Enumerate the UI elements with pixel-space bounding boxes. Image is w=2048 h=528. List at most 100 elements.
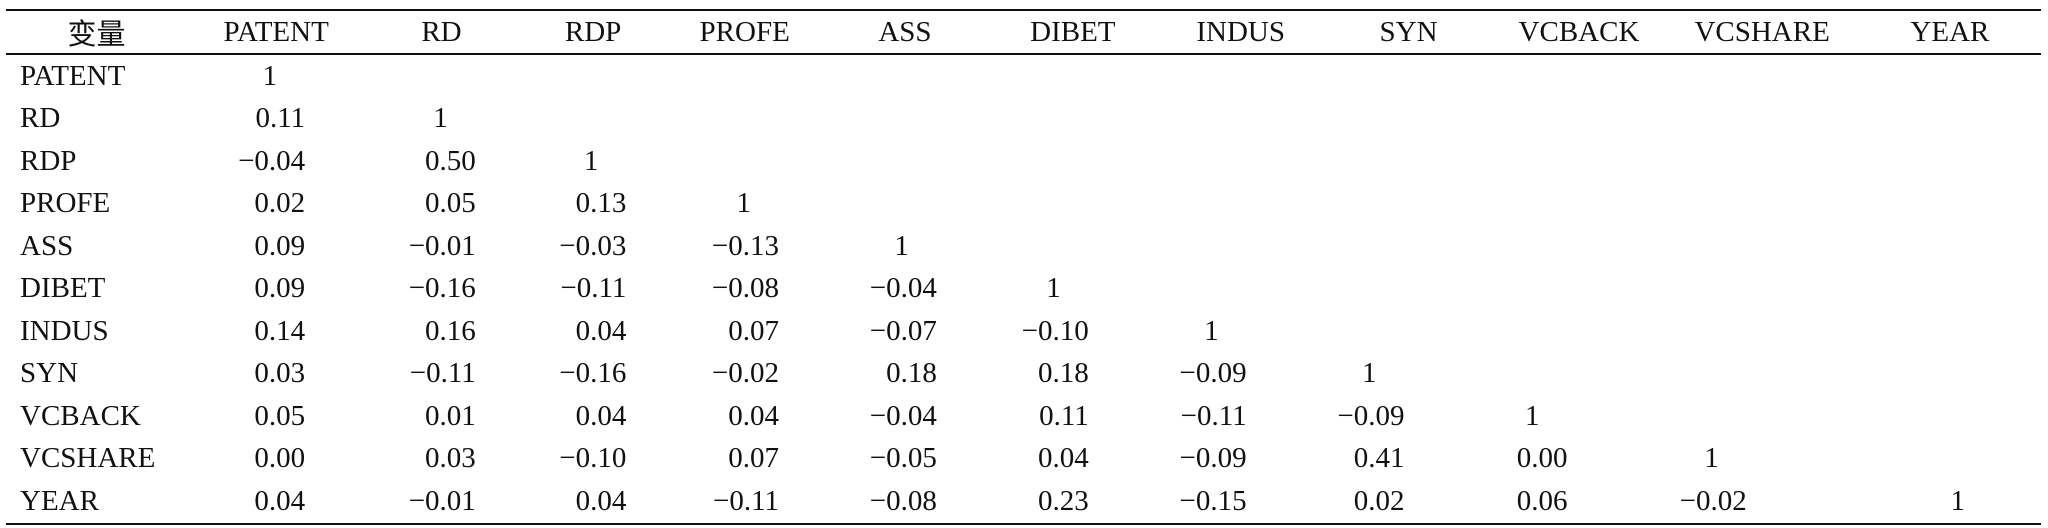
table-row: ASS 0.09 −0.01 −0.03 −0.13 1 — [6, 225, 2041, 268]
table-cell — [989, 225, 1157, 268]
table-cell: 0.04 — [518, 310, 669, 353]
column-header: PROFE — [668, 9, 821, 55]
table-cell — [1325, 54, 1493, 98]
table-row: INDUS 0.14 0.16 0.04 0.07 −0.07 −0.10 1 — [6, 310, 2041, 353]
table-cell — [1859, 268, 2041, 311]
row-label: DIBET — [20, 272, 106, 305]
correlation-value: 1 — [583, 144, 599, 177]
correlation-value: 0.05 — [425, 187, 476, 220]
table-cell — [1325, 98, 1493, 141]
table-cell: −0.01 — [365, 480, 518, 525]
table-cell: 0.03 — [187, 353, 365, 396]
column-header: YEAR — [1858, 9, 2041, 55]
table-cell: 0.18 — [821, 353, 989, 396]
row-label: VCSHARE — [20, 442, 156, 475]
table-cell — [821, 183, 989, 226]
table-cell: 0.04 — [517, 480, 669, 525]
table-cell — [1859, 225, 2041, 268]
header-variable-label: 变量 — [6, 9, 188, 55]
table-cell: −0.16 — [518, 353, 669, 396]
correlation-value: 0.04 — [728, 399, 779, 432]
table-cell — [1157, 183, 1325, 226]
correlation-value: 1 — [433, 102, 448, 135]
correlation-value: −0.02 — [1679, 484, 1747, 517]
table-cell — [1157, 54, 1325, 98]
table-cell: 0.11 — [989, 395, 1157, 438]
table-cell — [1157, 268, 1325, 311]
table-cell: 0.02 — [187, 183, 365, 226]
table-cell: −0.11 — [668, 480, 821, 525]
correlation-value: −0.13 — [711, 229, 779, 262]
table-cell — [1859, 140, 2041, 183]
correlation-value: 0.06 — [1516, 484, 1568, 517]
correlation-table: 变量 PATENT RD RDP PROFE ASS DIBET INDUS S… — [6, 9, 2041, 525]
table-cell — [1493, 183, 1666, 226]
table-cell: 0.04 — [668, 395, 821, 438]
correlation-value: −0.11 — [409, 357, 476, 390]
row-label: ASS — [20, 229, 74, 262]
table-cell: −0.02 — [668, 353, 821, 396]
correlation-value: −0.10 — [1021, 314, 1089, 347]
table-cell — [1493, 310, 1666, 353]
table-row: YEAR 0.04 −0.01 0.04 −0.11 −0.08 0.23 −0.15 0.02… — [6, 480, 2041, 525]
column-header: VCSHARE — [1665, 9, 1859, 55]
table-cell — [1325, 225, 1493, 268]
correlation-value: 0.04 — [254, 484, 306, 517]
table-cell: 0.11 — [187, 98, 365, 141]
table-cell: 0.04 — [187, 480, 366, 525]
correlation-value: 0.04 — [1038, 442, 1089, 475]
row-label: YEAR — [6, 480, 188, 525]
table-cell — [365, 54, 518, 98]
table-cell — [1665, 183, 1858, 226]
correlation-value: 0.09 — [254, 272, 306, 305]
table-cell: 0.01 — [365, 395, 518, 438]
table-cell — [1325, 140, 1493, 183]
table-cell: 0.23 — [988, 480, 1157, 525]
table-cell — [1493, 225, 1666, 268]
correlation-value: 0.13 — [575, 187, 627, 220]
table-cell: 1 — [989, 268, 1157, 311]
header-row: 变量 PATENT RD RDP PROFE ASS DIBET INDUS S… — [6, 9, 2041, 55]
table-cell: 0.06 — [1492, 480, 1666, 525]
table-cell — [1493, 268, 1666, 311]
correlation-value: 1 — [1046, 272, 1061, 305]
table-cell: 0.05 — [365, 183, 518, 226]
correlation-value: −0.04 — [869, 272, 937, 305]
correlation-value: 1 — [1704, 442, 1719, 475]
correlation-value: 0.04 — [575, 399, 627, 432]
table-cell: 1 — [821, 225, 989, 268]
table-cell — [1665, 54, 1858, 98]
table-cell: −0.09 — [1157, 438, 1325, 481]
correlation-value: 0.11 — [255, 102, 306, 135]
correlation-value: 0.11 — [1039, 399, 1089, 432]
table-cell — [1665, 353, 1858, 396]
correlation-value: 0.03 — [254, 357, 306, 390]
correlation-value: 0.02 — [254, 187, 306, 220]
table-row: DIBET 0.09 −0.16 −0.11 −0.08 −0.04 1 — [6, 268, 2041, 311]
table-cell — [1493, 140, 1666, 183]
correlation-value: 0.01 — [425, 399, 476, 432]
row-label: PATENT — [20, 59, 126, 92]
table-cell: −0.11 — [1157, 395, 1325, 438]
table-cell: −0.08 — [668, 268, 821, 311]
table-cell — [1859, 98, 2041, 141]
table-cell — [1859, 438, 2041, 481]
table-cell — [668, 98, 821, 141]
table-cell: 0.16 — [365, 310, 518, 353]
correlation-value: −0.02 — [711, 357, 779, 390]
correlation-value: 1 — [894, 229, 909, 262]
table-cell — [821, 54, 989, 98]
column-header: PATENT — [187, 9, 366, 55]
correlation-value: −0.09 — [1179, 357, 1247, 390]
table-cell — [989, 98, 1157, 141]
correlation-value: 0.16 — [425, 314, 476, 347]
table-cell — [1157, 98, 1325, 141]
correlation-value: −0.08 — [869, 484, 937, 517]
correlation-value: 0.05 — [254, 399, 306, 432]
table-cell: −0.09 — [1325, 395, 1493, 438]
table-cell — [1859, 183, 2041, 226]
correlation-value: 0.23 — [1038, 484, 1089, 517]
table-cell: −0.05 — [821, 438, 989, 481]
table-cell: 0.41 — [1325, 438, 1493, 481]
correlation-value: 1 — [1524, 399, 1540, 432]
